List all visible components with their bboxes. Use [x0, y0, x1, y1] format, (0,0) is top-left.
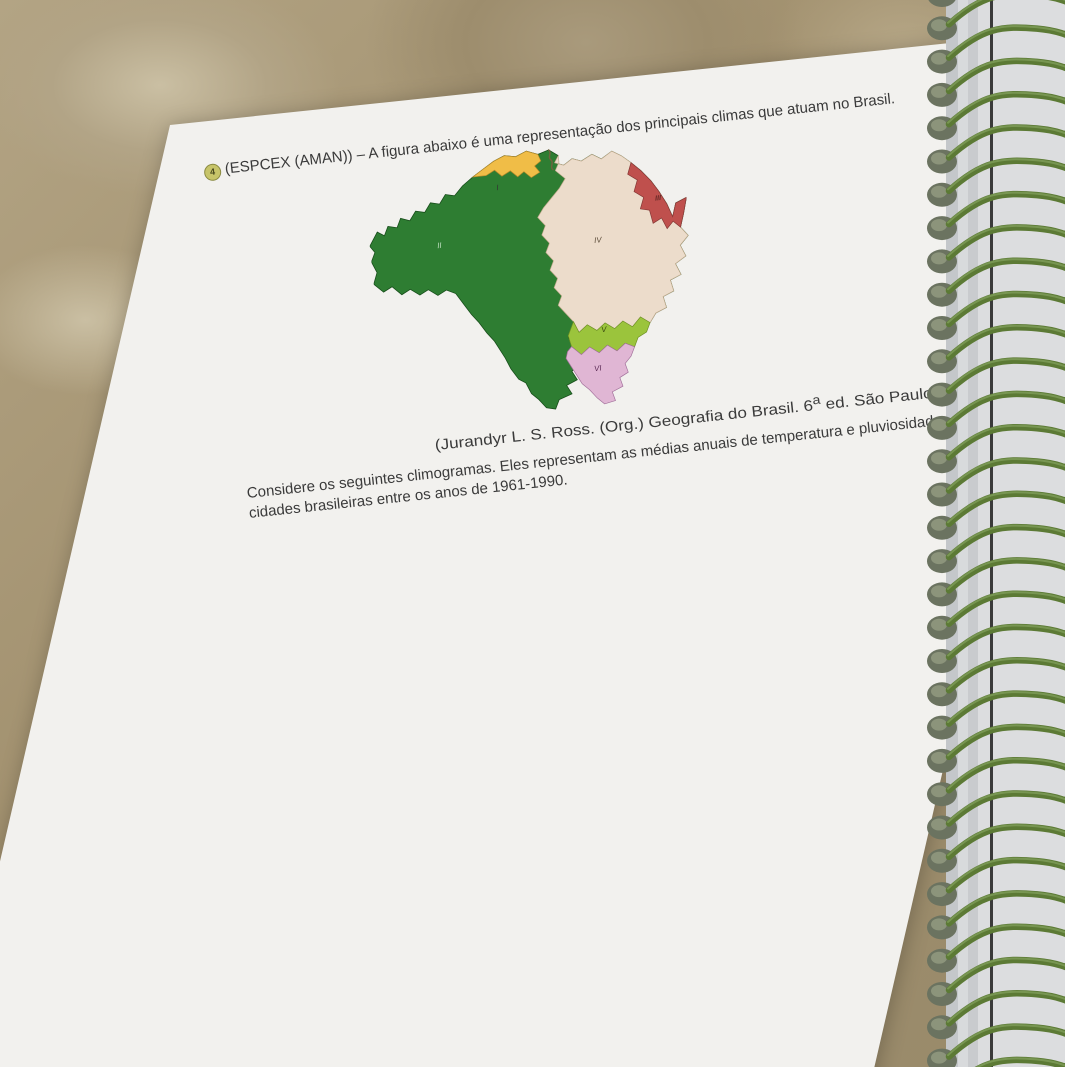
svg-text:III: III: [654, 193, 661, 203]
